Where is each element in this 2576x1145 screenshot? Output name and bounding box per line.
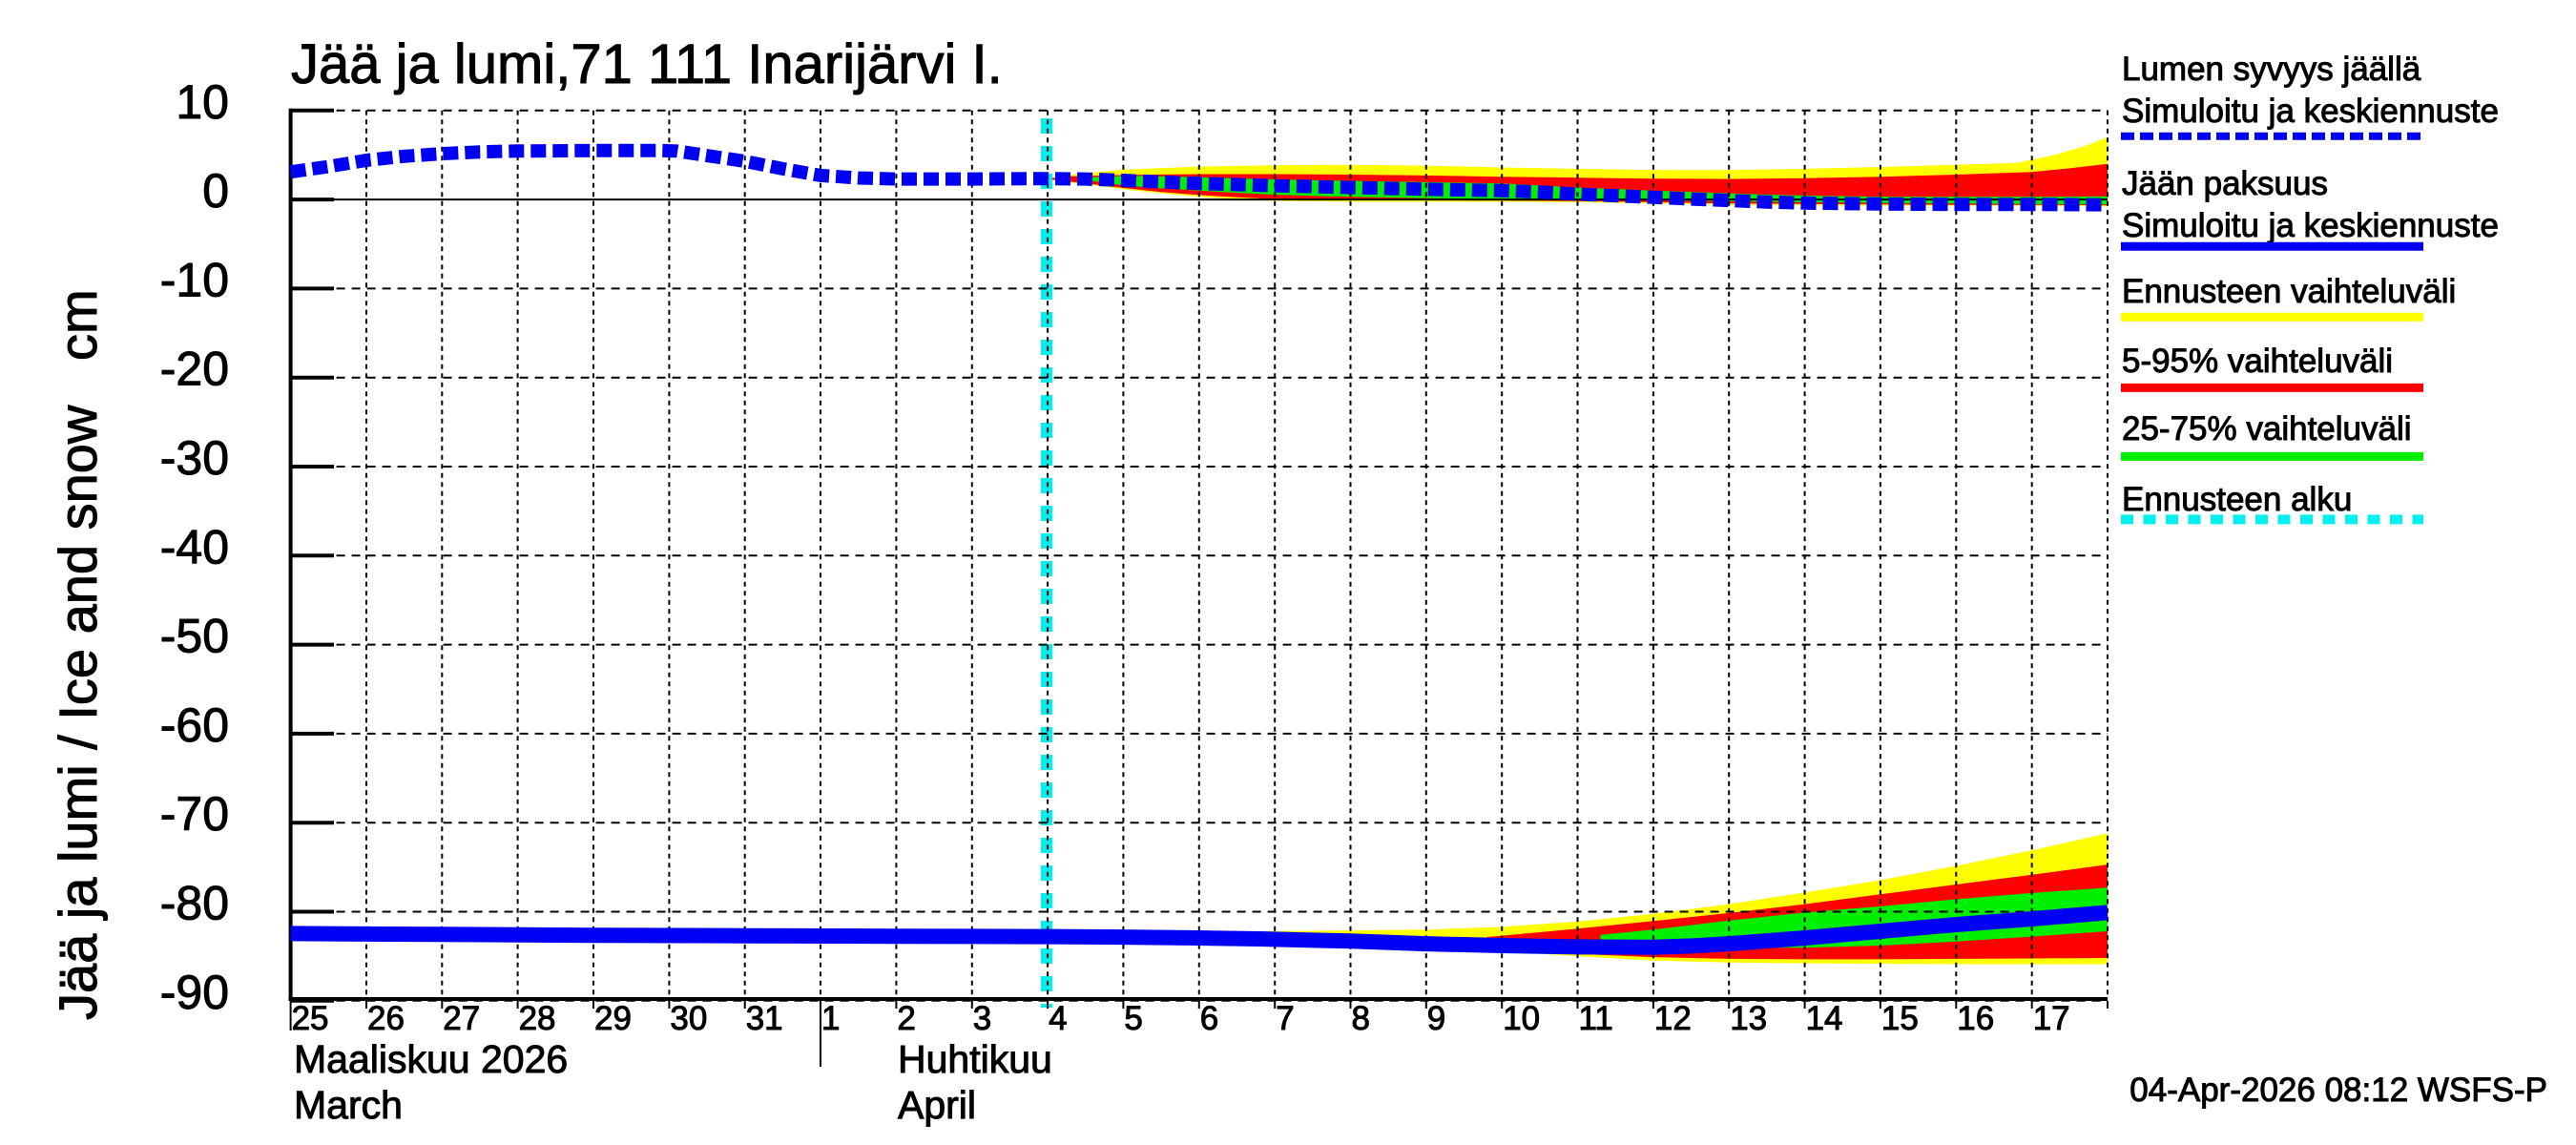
svg-text:7: 7	[1276, 1000, 1294, 1037]
svg-text:15: 15	[1881, 1000, 1919, 1037]
svg-text:5: 5	[1124, 1000, 1142, 1037]
svg-text:Huhtikuu: Huhtikuu	[898, 1037, 1052, 1081]
svg-text:-40: -40	[160, 520, 229, 573]
svg-text:11: 11	[1579, 1000, 1613, 1037]
svg-text:-80: -80	[160, 877, 229, 930]
svg-text:Simuloitu ja keskiennuste: Simuloitu ja keskiennuste	[2122, 207, 2499, 244]
svg-text:1: 1	[821, 1000, 840, 1037]
svg-text:2: 2	[897, 1000, 915, 1037]
svg-text:0: 0	[202, 164, 229, 218]
svg-text:12: 12	[1654, 1000, 1692, 1037]
svg-text:March: March	[294, 1083, 403, 1127]
svg-text:04-Apr-2026 08:12 WSFS-P: 04-Apr-2026 08:12 WSFS-P	[2129, 1072, 2547, 1109]
svg-text:Lumen syvyys jäällä: Lumen syvyys jäällä	[2122, 51, 2421, 88]
svg-text:13: 13	[1730, 1000, 1767, 1037]
svg-text:-10: -10	[160, 253, 229, 306]
svg-text:25: 25	[292, 1000, 329, 1037]
svg-text:-90: -90	[160, 966, 229, 1019]
svg-text:Simuloitu ja keskiennuste: Simuloitu ja keskiennuste	[2122, 93, 2499, 130]
svg-text:8: 8	[1352, 1000, 1370, 1037]
svg-text:25-75% vaihteluväli: 25-75% vaihteluväli	[2122, 410, 2412, 448]
svg-text:Jää ja lumi / Ice and snow c: Jää ja lumi / Ice and snow cm	[48, 289, 108, 1020]
svg-text:-30: -30	[160, 431, 229, 485]
svg-text:28: 28	[519, 1000, 556, 1037]
svg-text:14: 14	[1806, 1000, 1843, 1037]
svg-text:-50: -50	[160, 610, 229, 663]
svg-text:-20: -20	[160, 343, 229, 396]
svg-text:3: 3	[973, 1000, 991, 1037]
svg-text:10: 10	[176, 75, 229, 129]
svg-text:Ennusteen alku: Ennusteen alku	[2122, 481, 2352, 518]
svg-text:Ennusteen vaihteluväli: Ennusteen vaihteluväli	[2122, 273, 2456, 310]
svg-text:30: 30	[670, 1000, 707, 1037]
svg-text:6: 6	[1200, 1000, 1218, 1037]
svg-text:April: April	[898, 1083, 976, 1127]
svg-text:29: 29	[594, 1000, 632, 1037]
svg-text:27: 27	[443, 1000, 480, 1037]
svg-text:Jää ja lumi,71 111 Inarijärvi: Jää ja lumi,71 111 Inarijärvi I.	[291, 33, 1003, 95]
svg-text:31: 31	[746, 1000, 783, 1037]
svg-text:16: 16	[1957, 1000, 1994, 1037]
svg-text:Maaliskuu 2026: Maaliskuu 2026	[294, 1037, 568, 1081]
svg-text:-60: -60	[160, 698, 229, 752]
svg-text:26: 26	[367, 1000, 405, 1037]
svg-text:4: 4	[1049, 1000, 1067, 1037]
svg-text:9: 9	[1427, 1000, 1445, 1037]
svg-text:5-95% vaihteluväli: 5-95% vaihteluväli	[2122, 343, 2393, 380]
svg-text:Jään paksuus: Jään paksuus	[2122, 165, 2328, 202]
svg-text:17: 17	[2033, 1000, 2070, 1037]
svg-text:-70: -70	[160, 787, 229, 841]
svg-text:10: 10	[1503, 1000, 1540, 1037]
